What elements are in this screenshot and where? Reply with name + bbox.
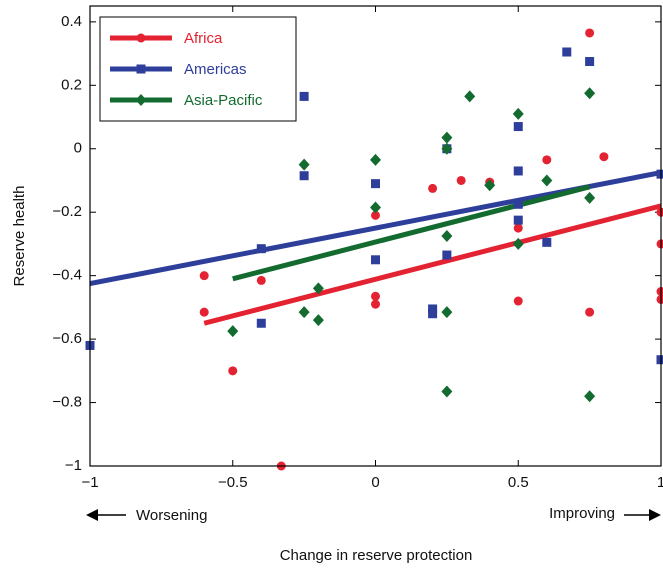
x-tick-label: 0 bbox=[371, 474, 379, 491]
point bbox=[428, 304, 438, 314]
plot-area bbox=[85, 28, 663, 471]
point bbox=[456, 175, 466, 185]
point bbox=[584, 390, 596, 403]
point bbox=[441, 306, 453, 319]
point bbox=[513, 296, 523, 306]
y-tick-label: 0.2 bbox=[61, 76, 82, 93]
point bbox=[513, 215, 523, 225]
point bbox=[584, 87, 596, 100]
y-tick-label: −0.8 bbox=[52, 394, 82, 411]
point bbox=[599, 152, 609, 162]
point bbox=[441, 142, 453, 155]
point bbox=[299, 171, 309, 181]
legend-label: Africa bbox=[184, 30, 223, 47]
point bbox=[542, 237, 552, 247]
trend-line bbox=[203, 203, 662, 326]
point bbox=[370, 153, 381, 166]
point bbox=[371, 210, 380, 220]
point bbox=[312, 314, 324, 327]
point bbox=[441, 230, 453, 242]
point bbox=[442, 250, 452, 260]
y-tick-label: −0.4 bbox=[52, 267, 82, 284]
point bbox=[370, 201, 381, 214]
point bbox=[228, 366, 238, 376]
point bbox=[513, 199, 523, 209]
point bbox=[256, 318, 266, 328]
plot-frame bbox=[89, 5, 662, 467]
point bbox=[299, 91, 309, 101]
point bbox=[542, 155, 552, 165]
point bbox=[136, 64, 146, 74]
point bbox=[428, 309, 438, 319]
point bbox=[441, 385, 453, 398]
point bbox=[256, 275, 266, 285]
point bbox=[199, 271, 209, 281]
point bbox=[656, 287, 663, 297]
point bbox=[298, 306, 310, 319]
point bbox=[298, 158, 310, 171]
x-tick-label: 0.5 bbox=[508, 474, 529, 491]
point bbox=[513, 166, 523, 176]
point bbox=[585, 307, 595, 317]
point bbox=[428, 183, 438, 193]
y-tick-label: 0 bbox=[74, 140, 82, 157]
x-axis-label: Change in reserve protection bbox=[280, 547, 473, 564]
worsening-note: Worsening bbox=[136, 507, 207, 524]
point bbox=[513, 223, 523, 233]
improving-arrow bbox=[624, 509, 661, 521]
point bbox=[541, 174, 553, 187]
point bbox=[512, 237, 524, 250]
worsening-arrow bbox=[86, 509, 126, 521]
point bbox=[227, 325, 239, 338]
x-tick-label: −1 bbox=[81, 474, 98, 491]
point bbox=[585, 28, 595, 38]
point bbox=[656, 294, 663, 304]
y-tick-label: −0.6 bbox=[52, 330, 82, 347]
trend-line bbox=[232, 184, 591, 282]
point bbox=[484, 179, 496, 192]
point bbox=[199, 307, 209, 317]
point bbox=[136, 33, 146, 43]
point bbox=[513, 122, 523, 132]
y-tick-label: 0.4 bbox=[61, 13, 82, 30]
point bbox=[312, 282, 324, 295]
point bbox=[371, 291, 380, 301]
point bbox=[656, 169, 663, 179]
point bbox=[656, 355, 663, 365]
point bbox=[584, 191, 596, 204]
improving-note: Improving bbox=[549, 505, 615, 522]
point bbox=[512, 107, 524, 120]
point bbox=[371, 179, 380, 189]
legend-label: Asia-Pacific bbox=[184, 92, 263, 109]
point bbox=[562, 47, 572, 57]
legend-label: Americas bbox=[184, 61, 247, 78]
point bbox=[656, 239, 663, 249]
point bbox=[441, 131, 453, 144]
y-axis-label: Reserve health bbox=[11, 186, 28, 287]
point bbox=[135, 94, 147, 106]
y-tick-label: −1 bbox=[65, 457, 82, 474]
point bbox=[256, 244, 266, 254]
x-tick-label: 1 bbox=[657, 474, 663, 491]
point bbox=[585, 57, 595, 67]
point bbox=[371, 299, 380, 309]
y-tick-label: −0.2 bbox=[52, 203, 82, 220]
legend: Africa Americas Asia-Pacific bbox=[99, 16, 297, 122]
x-tick-label: −0.5 bbox=[218, 474, 248, 491]
point bbox=[464, 90, 476, 103]
point bbox=[371, 255, 380, 265]
